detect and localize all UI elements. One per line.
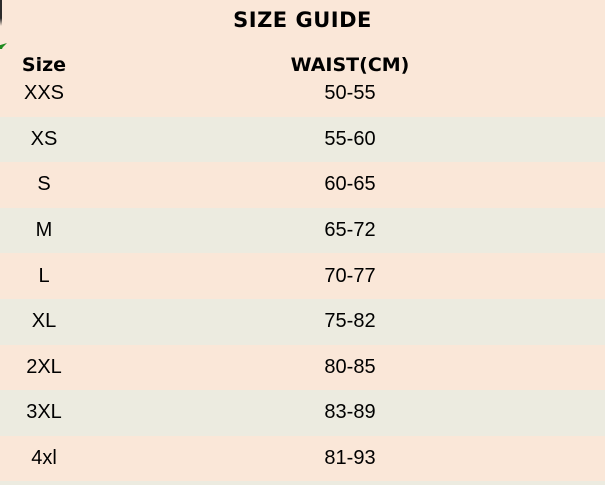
table-row: L 70-77 bbox=[0, 253, 605, 299]
size-cell: XXS bbox=[23, 82, 65, 105]
waist-cell: 80-85 bbox=[324, 355, 376, 378]
size-cell: XS bbox=[30, 127, 58, 150]
size-cell: XL bbox=[31, 310, 57, 333]
waist-cell: 83-89 bbox=[324, 401, 376, 424]
column-header-waist: WAIST(CM) bbox=[290, 53, 410, 76]
page-title: SIZE GUIDE bbox=[233, 8, 372, 32]
green-arrow-fragment-icon bbox=[0, 43, 7, 49]
column-header-size: Size bbox=[21, 53, 67, 76]
table-row: 3XL 83-89 bbox=[0, 390, 605, 436]
table-row: M 65-72 bbox=[0, 207, 605, 254]
table-row: 4xl 81-93 bbox=[0, 436, 605, 482]
waist-cell: 81-93 bbox=[324, 447, 376, 470]
size-cell: L bbox=[38, 264, 50, 287]
size-cell: M bbox=[35, 219, 53, 242]
size-cell: S bbox=[37, 173, 51, 196]
left-edge-artifact bbox=[0, 0, 2, 26]
waist-cell: 50-55 bbox=[324, 82, 376, 105]
size-cell: 2XL bbox=[26, 355, 62, 378]
table-row: XXS 50-55 bbox=[0, 71, 605, 117]
next-row-partial bbox=[0, 481, 605, 485]
waist-cell: 55-60 bbox=[324, 127, 376, 150]
table-row: XL 75-82 bbox=[0, 298, 605, 345]
size-cell: 4xl bbox=[31, 447, 57, 470]
waist-cell: 70-77 bbox=[324, 264, 376, 287]
waist-cell: 75-82 bbox=[324, 310, 376, 333]
table-row: S 60-65 bbox=[0, 162, 605, 208]
table-header-row: Size WAIST(CM) bbox=[0, 40, 605, 76]
waist-cell: 65-72 bbox=[324, 219, 376, 242]
table-row: 2XL 80-85 bbox=[0, 345, 605, 391]
size-cell: 3XL bbox=[26, 401, 62, 424]
table-row: XS 55-60 bbox=[0, 116, 605, 163]
waist-cell: 60-65 bbox=[324, 173, 376, 196]
